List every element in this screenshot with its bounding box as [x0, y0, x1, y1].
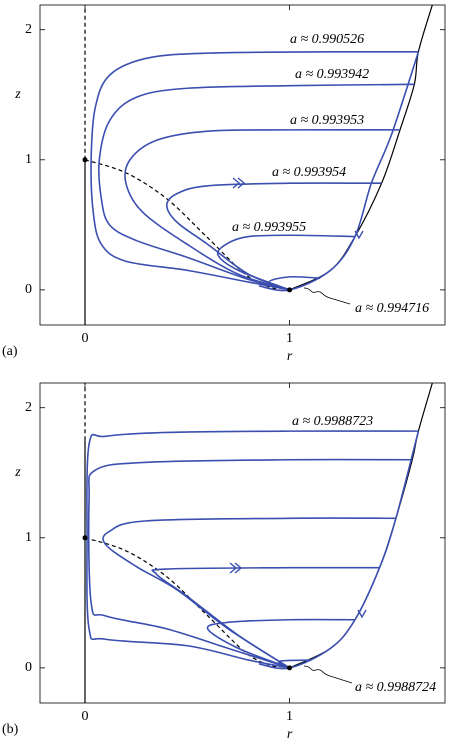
- x-tick-label: 1: [286, 331, 293, 346]
- curve-label: a ≈ 0.993954: [272, 165, 346, 180]
- curve: [98, 83, 415, 291]
- point: [82, 157, 88, 163]
- curve: [151, 566, 380, 669]
- leaders: [303, 287, 353, 684]
- y-tick-label: 1: [25, 152, 32, 167]
- curve: [277, 659, 311, 669]
- y-tick-label: 0: [25, 282, 32, 297]
- curve: [258, 430, 420, 670]
- curve: [124, 128, 401, 291]
- panel-label: (a): [2, 344, 18, 359]
- plot-frame: [39, 4, 446, 326]
- y-axis-label: z: [14, 87, 21, 102]
- point: [287, 665, 293, 671]
- curve: [86, 430, 419, 669]
- curve-label: a ≈ 0.9988724: [355, 680, 436, 695]
- curve-label: a ≈ 0.993955: [232, 220, 306, 235]
- plot-area: [82, 383, 433, 703]
- curve: [216, 234, 356, 291]
- curve: [268, 275, 321, 291]
- plot-frame: [39, 382, 446, 704]
- curve-label: a ≈ 0.993953: [290, 113, 364, 128]
- curve: [87, 458, 413, 669]
- curve: [90, 50, 419, 291]
- y-tick-label: 2: [25, 400, 32, 415]
- plot-area: [82, 5, 433, 325]
- curve: [102, 517, 396, 669]
- curve-label: a ≈ 0.9988723: [292, 414, 373, 429]
- x-tick-label: 0: [82, 709, 89, 724]
- x-tick-label: 1: [286, 709, 293, 724]
- y-tick-label: 2: [25, 22, 32, 37]
- panel-label: (b): [2, 722, 19, 737]
- curve-label: a ≈ 0.993942: [295, 67, 369, 82]
- point: [82, 535, 88, 541]
- x-tick-label: 0: [82, 331, 89, 346]
- y-tick-label: 0: [25, 660, 32, 675]
- curve-label: a ≈ 0.990526: [290, 32, 364, 47]
- y-axis-label: z: [14, 465, 21, 480]
- x-axis-label: r: [287, 349, 293, 364]
- curve: [206, 618, 356, 669]
- curve: [166, 182, 382, 291]
- curve-label: a ≈ 0.994716: [355, 301, 429, 316]
- point: [287, 287, 293, 293]
- arrowheads: [229, 177, 367, 619]
- y-tick-label: 1: [25, 530, 32, 545]
- x-axis-label: r: [287, 727, 293, 740]
